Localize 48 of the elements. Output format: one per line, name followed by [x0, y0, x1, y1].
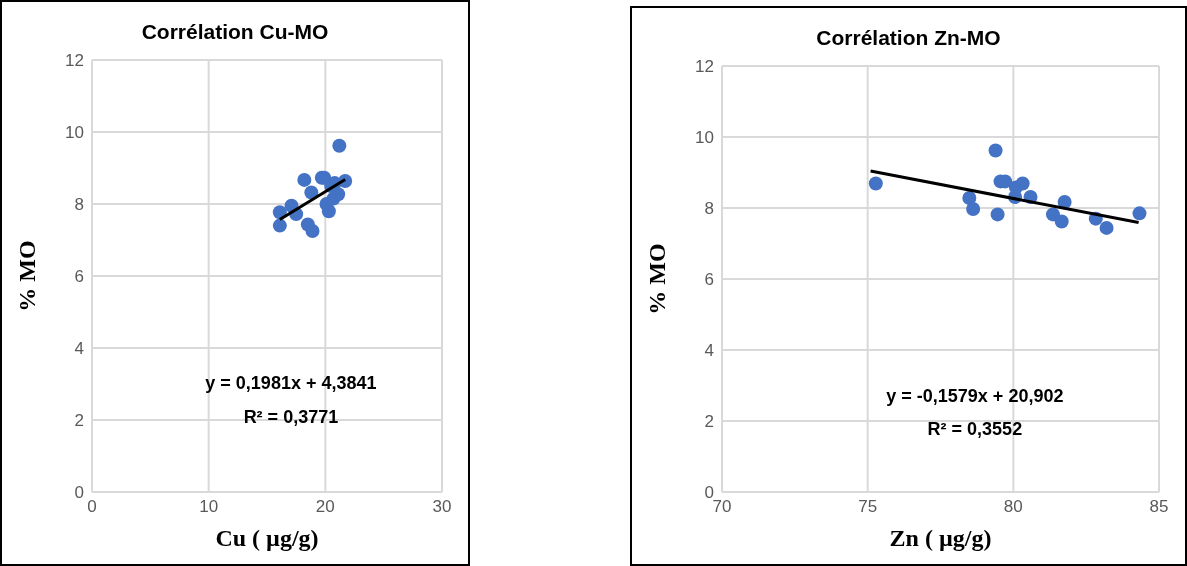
point [962, 191, 977, 206]
x-axis-title: Cu ( µg/g) [215, 525, 319, 551]
x-tick-label: 30 [432, 497, 452, 517]
y-tick-label: 0 [74, 483, 84, 503]
y-tick-label: 2 [704, 412, 714, 432]
point [272, 218, 287, 233]
x-tick-label: 20 [315, 497, 335, 517]
chart-title: Corrélation Cu-MO [140, 20, 330, 44]
point [966, 202, 981, 217]
y-tick-label: 4 [74, 339, 84, 359]
y-tick-label: 4 [704, 341, 714, 361]
annotation: y = 0,1981x + 4,3841 [205, 372, 377, 394]
y-axis-title: % MO [13, 240, 40, 312]
point [332, 138, 347, 153]
y-axis-title: % MO [643, 243, 670, 315]
y-tick-label: 10 [695, 128, 714, 148]
y-tick-label: 10 [65, 123, 84, 143]
y-tick-label: 8 [704, 199, 714, 219]
y-tick-label: 12 [695, 57, 714, 77]
y-tick-label: 8 [74, 195, 84, 215]
point [1132, 206, 1147, 221]
annotation: y = -0,1579x + 20,902 [886, 386, 1064, 408]
x-tick-label: 70 [712, 497, 732, 517]
annotation: R² = 0,3552 [927, 419, 1023, 441]
chart-title: Corrélation Zn-MO [815, 26, 1002, 50]
x-tick-label: 0 [87, 497, 97, 517]
point [1099, 220, 1114, 235]
y-tick-label: 6 [704, 270, 714, 290]
annotation: R² = 0,3771 [243, 406, 339, 428]
point [326, 191, 341, 206]
point [1054, 214, 1069, 229]
y-tick-label: 2 [74, 411, 84, 431]
x-axis-title: Zn ( µg/g) [889, 525, 992, 551]
point [321, 204, 336, 219]
point [297, 172, 312, 187]
point [868, 176, 883, 191]
point [305, 224, 320, 238]
y-tick-label: 0 [704, 483, 714, 503]
point [990, 207, 1005, 222]
x-tick-label: 75 [858, 497, 878, 517]
point [988, 143, 1003, 158]
y-tick-label: 12 [65, 51, 84, 71]
x-tick-label: 85 [1149, 497, 1169, 517]
x-tick-label: 10 [199, 497, 219, 517]
x-tick-label: 80 [1003, 497, 1023, 517]
point [304, 185, 319, 200]
y-tick-label: 6 [74, 267, 84, 287]
point [1015, 176, 1030, 191]
